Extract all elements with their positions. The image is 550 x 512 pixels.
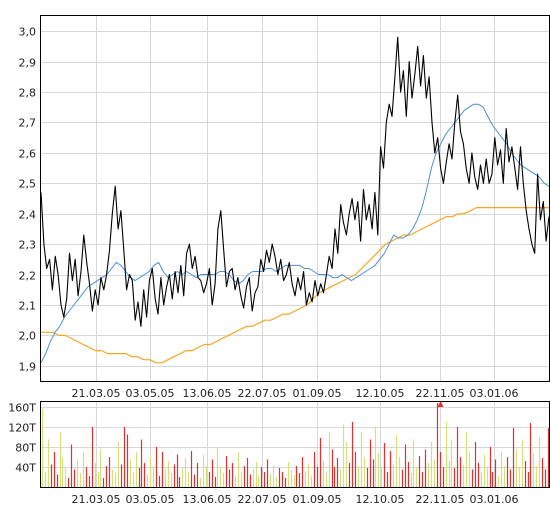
moving-average-short-line bbox=[40, 103, 550, 364]
moving-average-long-line bbox=[41, 207, 549, 364]
volume-plot-frame bbox=[40, 401, 550, 488]
volume-x-tick-label: 21.03.05 bbox=[72, 493, 121, 506]
price-plot-frame bbox=[40, 15, 550, 382]
price-x-tick-label: 21.03.05 bbox=[72, 387, 121, 400]
volume-overflow-arrow-icon bbox=[437, 401, 444, 407]
volume-x-axis: 21.03.05 03.05.05 13.06.05 22.07.05 01.09.05… bbox=[72, 493, 519, 506]
price-x-tick-label: 22.07.05 bbox=[238, 387, 287, 400]
volume-x-tick-label: 13.06.05 bbox=[183, 493, 232, 506]
price-y-tick-label: 2,3 bbox=[19, 239, 37, 252]
price-panel: 1,9 2,0 2,1 2,2 2,3 2,4 2,5 2,6 2,7 2,8 2,9 3,0 21.… bbox=[19, 15, 550, 400]
price-y-tick-label: 3,0 bbox=[19, 26, 37, 39]
price-y-tick-label: 2,9 bbox=[19, 57, 37, 70]
price-y-tick-label: 2,2 bbox=[19, 270, 37, 283]
price-y-tick-label: 2,1 bbox=[19, 300, 37, 313]
volume-x-tick-label: 01.09.05 bbox=[293, 493, 342, 506]
price-y-tick-label: 2,8 bbox=[19, 87, 37, 100]
price-x-tick-label: 22.11.05 bbox=[416, 387, 465, 400]
price-grid bbox=[41, 16, 549, 381]
volume-bars bbox=[41, 401, 550, 487]
price-y-tick-label: 2,7 bbox=[19, 117, 37, 130]
volume-y-tick-label: 40T bbox=[15, 462, 36, 475]
price-x-tick-label: 13.06.05 bbox=[183, 387, 232, 400]
price-x-tick-label: 03.01.06 bbox=[470, 387, 519, 400]
volume-x-tick-label: 03.05.05 bbox=[126, 493, 175, 506]
price-y-tick-label: 2,4 bbox=[19, 209, 37, 222]
price-x-axis: 21.03.05 03.05.05 13.06.05 22.07.05 01.09.05… bbox=[72, 387, 519, 400]
volume-x-tick-label: 22.11.05 bbox=[416, 493, 465, 506]
volume-y-axis: 40T 80T 120T 160T bbox=[8, 402, 36, 475]
volume-y-tick-label: 160T bbox=[8, 402, 36, 415]
volume-x-tick-label: 22.07.05 bbox=[238, 493, 287, 506]
price-x-tick-label: 12.10.05 bbox=[356, 387, 405, 400]
price-y-tick-label: 2,0 bbox=[19, 330, 37, 343]
price-lines bbox=[40, 36, 550, 364]
price-x-tick-label: 03.05.05 bbox=[126, 387, 175, 400]
price-y-axis: 1,9 2,0 2,1 2,2 2,3 2,4 2,5 2,6 2,7 2,8 2,9 3,0 bbox=[19, 26, 37, 374]
volume-y-tick-label: 80T bbox=[15, 442, 36, 455]
price-y-tick-label: 2,5 bbox=[19, 178, 37, 191]
price-y-tick-label: 1,9 bbox=[19, 361, 37, 374]
price-line bbox=[40, 36, 550, 327]
volume-x-tick-label: 03.01.06 bbox=[470, 493, 519, 506]
price-y-tick-label: 2,6 bbox=[19, 148, 37, 161]
volume-y-tick-label: 120T bbox=[8, 422, 36, 435]
volume-x-tick-label: 12.10.05 bbox=[356, 493, 405, 506]
price-x-tick-label: 01.09.05 bbox=[293, 387, 342, 400]
